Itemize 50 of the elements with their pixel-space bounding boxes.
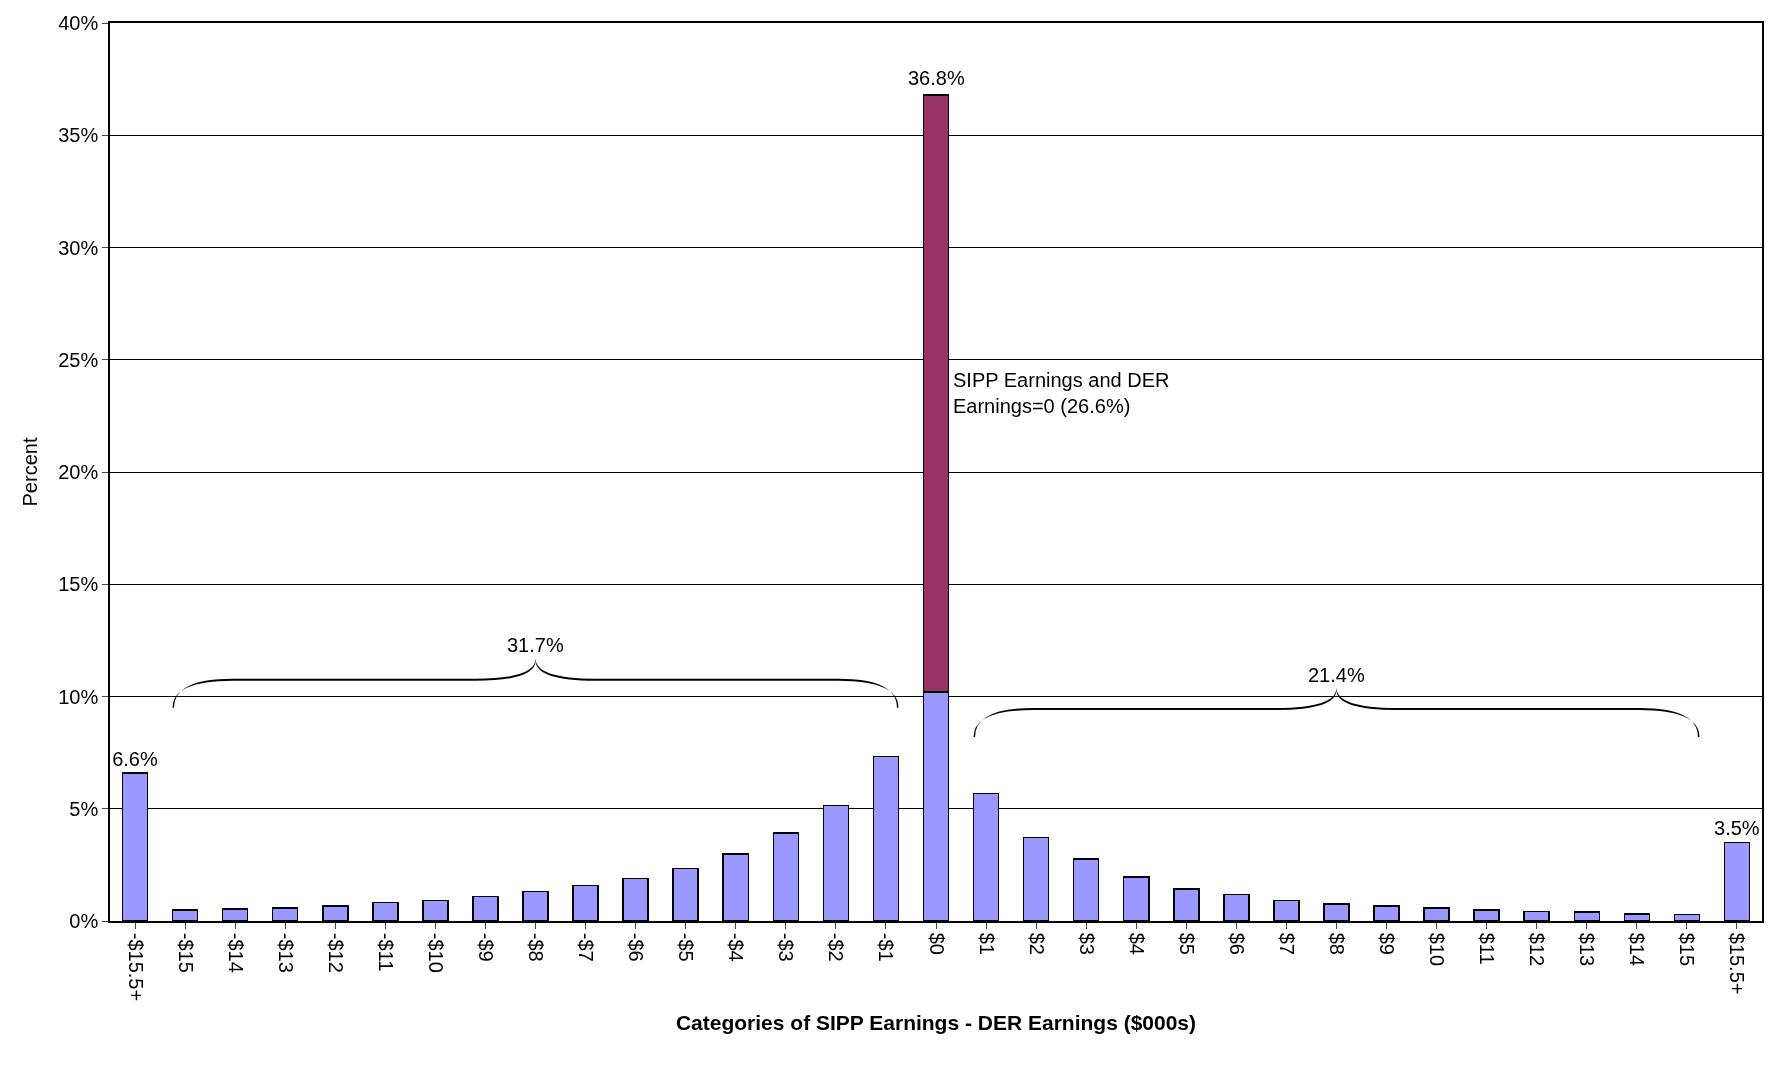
annotation: 31.7% [507, 634, 564, 656]
y-tick-label: 25% [58, 348, 99, 371]
x-tick-label: $2 [1025, 932, 1048, 955]
x-tick-label: $0 [925, 932, 948, 955]
x-tick-label: -$15.5+ [124, 932, 147, 1002]
x-tick-label: $11 [1476, 932, 1499, 965]
x-tick-label: $6 [1225, 932, 1248, 955]
x-tick-label: -$3 [775, 932, 798, 962]
x-tick-label: $1 [975, 932, 998, 955]
x-tick-label: $13 [1576, 932, 1599, 967]
x-axis-title: Categories of SIPP Earnings - DER Earnings ($000s) [675, 1010, 1197, 1034]
x-tick-label: -$11 [374, 932, 397, 972]
x-tick-label: $7 [1275, 932, 1298, 955]
y-axis-title: Percent [19, 437, 42, 507]
y-tick-label: 5% [69, 797, 99, 820]
x-tick-label: -$14 [224, 932, 247, 973]
y-tick-label: 15% [58, 573, 99, 596]
x-tick-label: $15.5+ [1726, 932, 1749, 995]
total-label: 36.8% [908, 67, 965, 89]
x-tick-label: -$5 [675, 932, 698, 962]
x-tick-label: -$7 [575, 932, 598, 962]
y-tick-label: 0% [69, 910, 99, 932]
x-tick-label: -$4 [725, 932, 748, 962]
data-label: 3.5% [1714, 817, 1760, 840]
x-tick-label: -$1 [875, 932, 898, 962]
x-tick-label: $10 [1426, 932, 1449, 967]
x-tick-label: $4 [1125, 932, 1148, 955]
data-label: 6.6% [112, 747, 158, 770]
x-tick-label: $3 [1075, 932, 1098, 955]
x-tick-label: $9 [1376, 932, 1399, 955]
x-tick-label: -$8 [525, 932, 548, 962]
x-tick-label: $12 [1526, 932, 1549, 967]
x-tick-label: $5 [1175, 932, 1198, 955]
x-tick-label: -$2 [825, 932, 848, 962]
x-tick-label: -$12 [324, 932, 347, 973]
x-tick-label: $14 [1626, 932, 1649, 967]
annotation: SIPP Earnings and DER Earnings=0 (26.6%) [953, 369, 1170, 417]
y-tick-label: 40% [58, 12, 99, 34]
y-tick-label: 20% [58, 461, 99, 483]
x-tick-label: -$10 [424, 932, 447, 973]
x-tick-label: -$9 [474, 932, 497, 962]
x-tick-label: -$6 [625, 932, 648, 962]
x-tick-label: -$15 [174, 932, 197, 973]
x-tick-label: $15 [1676, 932, 1699, 967]
y-tick-label: 35% [58, 124, 99, 147]
x-tick-label: $8 [1325, 932, 1348, 955]
x-tick-label: -$13 [274, 932, 297, 973]
y-tick-label: 10% [58, 685, 99, 708]
annotation: 21.4% [1308, 664, 1365, 686]
y-tick-label: 30% [58, 236, 99, 259]
